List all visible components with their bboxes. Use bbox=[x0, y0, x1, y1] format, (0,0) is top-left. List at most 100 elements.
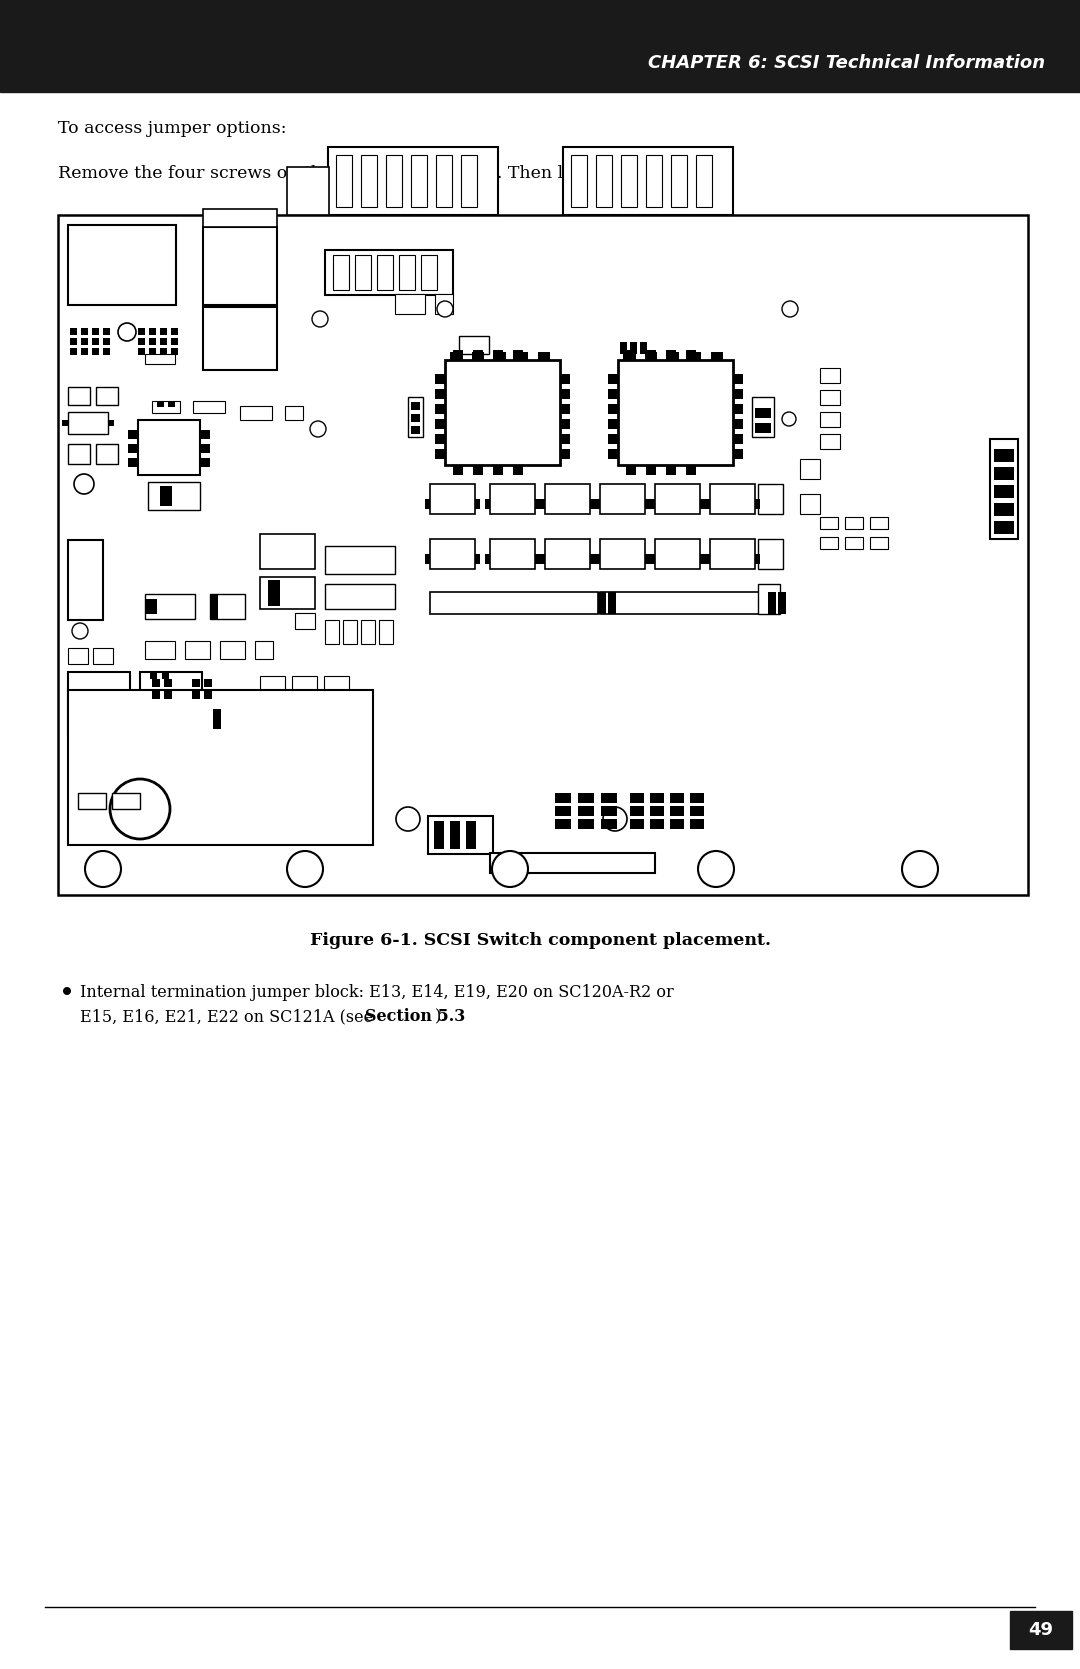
Bar bbox=[473, 350, 483, 361]
Bar bbox=[608, 434, 618, 444]
Bar bbox=[377, 255, 393, 290]
Bar bbox=[608, 592, 616, 614]
Circle shape bbox=[603, 808, 627, 831]
Bar bbox=[430, 592, 598, 614]
Bar bbox=[324, 676, 349, 694]
Bar bbox=[260, 534, 315, 569]
Bar bbox=[590, 499, 595, 509]
Bar bbox=[157, 402, 164, 407]
Bar bbox=[426, 499, 430, 509]
Bar bbox=[485, 554, 490, 564]
Bar bbox=[630, 342, 637, 354]
Bar bbox=[435, 449, 445, 459]
Bar bbox=[800, 459, 820, 479]
Bar bbox=[171, 329, 178, 335]
Bar bbox=[626, 466, 636, 476]
Bar bbox=[204, 691, 212, 699]
Bar bbox=[630, 806, 644, 816]
Bar bbox=[666, 350, 676, 361]
Bar bbox=[690, 793, 704, 803]
Bar bbox=[164, 691, 172, 699]
Bar bbox=[820, 537, 838, 549]
Bar bbox=[430, 484, 475, 514]
Bar bbox=[138, 329, 145, 335]
Bar bbox=[845, 537, 863, 549]
Bar bbox=[689, 352, 701, 361]
Bar bbox=[561, 434, 570, 444]
Bar bbox=[160, 349, 167, 355]
Text: CHAPTER 6: SCSI Technical Information: CHAPTER 6: SCSI Technical Information bbox=[648, 53, 1045, 72]
Bar bbox=[758, 484, 783, 514]
Bar bbox=[213, 709, 248, 729]
Bar bbox=[435, 434, 445, 444]
Bar bbox=[733, 389, 743, 399]
Bar bbox=[646, 466, 656, 476]
Bar bbox=[108, 421, 114, 426]
Bar bbox=[268, 581, 280, 606]
Bar bbox=[870, 537, 888, 549]
Bar bbox=[138, 349, 145, 355]
Bar bbox=[696, 155, 712, 207]
Bar bbox=[485, 499, 490, 509]
Bar bbox=[148, 482, 200, 511]
Bar bbox=[200, 444, 210, 452]
Bar bbox=[608, 404, 618, 414]
Bar bbox=[149, 329, 156, 335]
Bar bbox=[705, 499, 710, 509]
Bar bbox=[845, 517, 863, 529]
Circle shape bbox=[312, 310, 328, 327]
Bar bbox=[733, 449, 743, 459]
Bar bbox=[650, 819, 664, 829]
Bar bbox=[645, 554, 650, 564]
Bar bbox=[870, 517, 888, 529]
Bar bbox=[171, 349, 178, 355]
Bar bbox=[490, 853, 654, 873]
Bar bbox=[671, 155, 687, 207]
Bar bbox=[516, 352, 528, 361]
Bar bbox=[171, 339, 178, 345]
Bar bbox=[994, 502, 1014, 516]
Bar bbox=[650, 806, 664, 816]
Bar bbox=[68, 412, 108, 434]
Bar bbox=[618, 361, 733, 466]
Bar bbox=[820, 517, 838, 529]
Bar bbox=[361, 619, 375, 644]
Bar bbox=[435, 374, 445, 384]
Bar bbox=[103, 339, 110, 345]
Circle shape bbox=[287, 851, 323, 886]
Bar bbox=[758, 539, 783, 569]
Bar bbox=[70, 329, 77, 335]
Bar bbox=[733, 374, 743, 384]
Bar bbox=[994, 486, 1014, 497]
Bar bbox=[68, 225, 176, 305]
Bar bbox=[295, 613, 315, 629]
Bar bbox=[820, 391, 840, 406]
Bar bbox=[325, 584, 395, 609]
Bar bbox=[192, 679, 200, 688]
Bar bbox=[578, 819, 594, 829]
Bar bbox=[654, 539, 700, 569]
Bar bbox=[475, 499, 480, 509]
Bar bbox=[490, 539, 535, 569]
Bar bbox=[203, 227, 276, 305]
Bar bbox=[421, 255, 437, 290]
Bar bbox=[450, 352, 462, 361]
Bar bbox=[778, 592, 786, 614]
Circle shape bbox=[698, 851, 734, 886]
Bar bbox=[81, 339, 87, 345]
Bar bbox=[733, 434, 743, 444]
Circle shape bbox=[75, 474, 94, 494]
Text: Figure 6-1. SCSI Switch component placement.: Figure 6-1. SCSI Switch component placem… bbox=[310, 931, 770, 950]
Bar bbox=[93, 679, 113, 694]
Bar bbox=[265, 708, 291, 729]
Bar bbox=[710, 484, 755, 514]
Bar bbox=[555, 793, 571, 803]
Bar bbox=[646, 155, 662, 207]
Bar bbox=[600, 592, 768, 614]
Bar bbox=[203, 209, 276, 227]
Text: E15, E16, E21, E22 on SC121A (see: E15, E16, E21, E22 on SC121A (see bbox=[80, 1008, 378, 1025]
Bar bbox=[152, 691, 160, 699]
Bar bbox=[461, 155, 477, 207]
Circle shape bbox=[72, 623, 87, 639]
Bar bbox=[666, 466, 676, 476]
